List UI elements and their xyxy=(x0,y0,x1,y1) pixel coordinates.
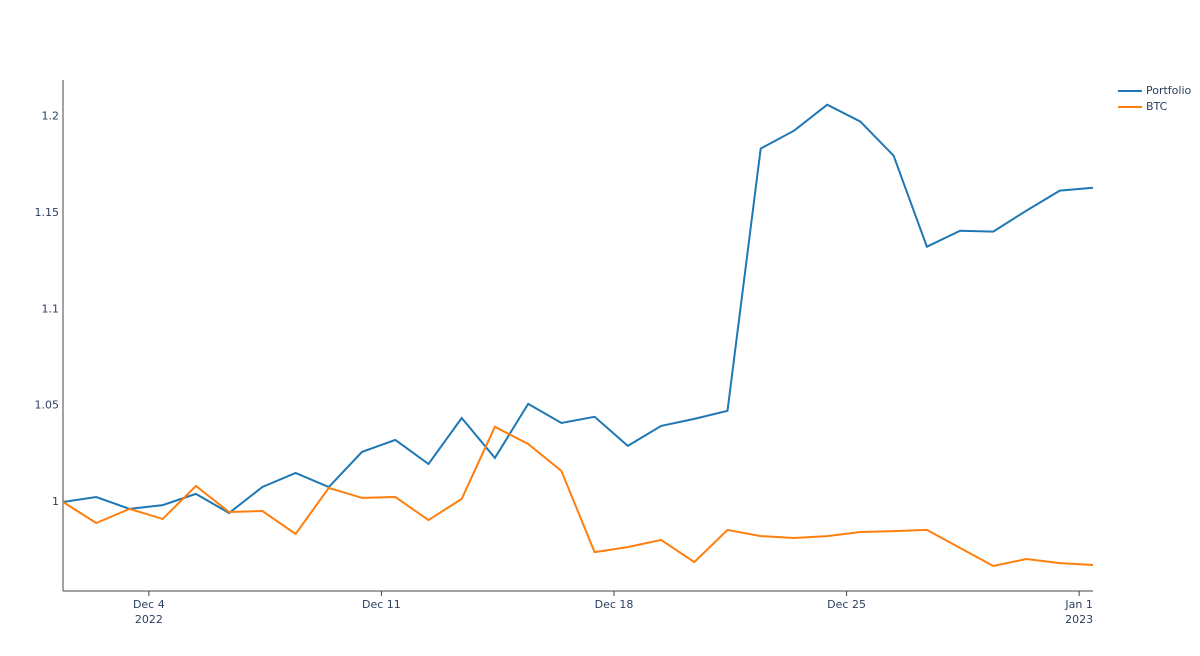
y-tick-label: 1.1 xyxy=(42,302,60,315)
y-tick-label: 1.05 xyxy=(35,399,60,412)
line-series xyxy=(62,103,1094,515)
x-tick-label: Dec 4 2022 xyxy=(133,598,165,626)
x-tick-label: Dec 18 xyxy=(595,598,634,611)
legend-label: BTC xyxy=(1146,100,1168,113)
line-series xyxy=(62,425,1094,568)
x-tick-label: Dec 11 xyxy=(362,598,401,611)
y-tick-label: 1 xyxy=(52,495,59,508)
x-tick-label: Dec 25 xyxy=(827,598,866,611)
y-tick-label: 1.2 xyxy=(42,110,60,123)
x-tick-label: Jan 1 2023 xyxy=(1064,598,1093,626)
legend-label: Portfolio xyxy=(1146,84,1192,97)
y-tick-label: 1.15 xyxy=(35,206,60,219)
